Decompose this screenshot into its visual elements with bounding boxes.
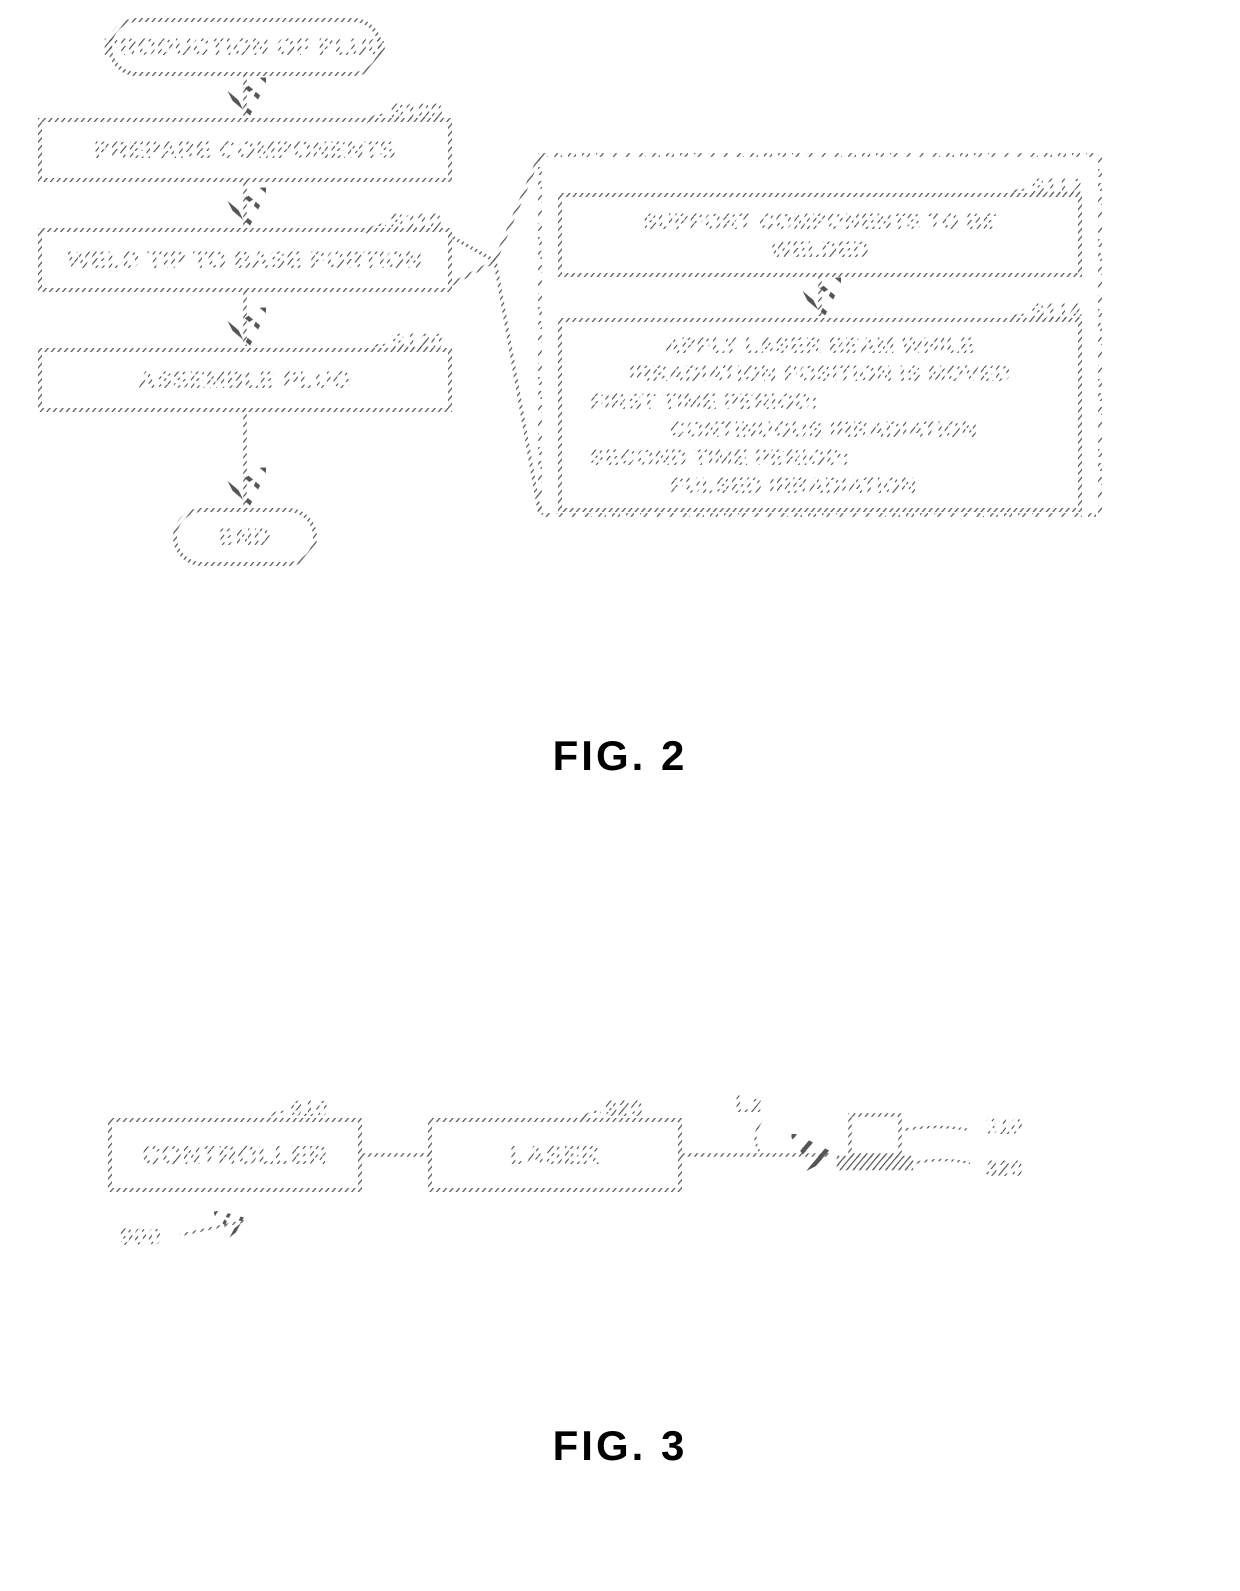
svg-text:APPLY LASER BEAM WHILE: APPLY LASER BEAM WHILE bbox=[665, 333, 975, 358]
svg-text:WELDED: WELDED bbox=[771, 237, 869, 262]
svg-text:IRRADIATION POSITION IS MOVED: IRRADIATION POSITION IS MOVED bbox=[629, 361, 1011, 386]
svg-text:S100: S100 bbox=[390, 99, 443, 124]
figure-3: CONTROLLER 910 LASER920 Lz 310 320 900 FIG. 3 bbox=[110, 1091, 1023, 1469]
svg-text:SUPPORT COMPONENTS TO BE: SUPPORT COMPONENTS TO BE bbox=[642, 209, 997, 234]
svg-text:S110: S110 bbox=[390, 209, 442, 234]
svg-text:Lz: Lz bbox=[735, 1091, 763, 1118]
svg-text:FIG. 2: FIG. 2 bbox=[553, 732, 688, 779]
svg-text:900: 900 bbox=[120, 1224, 162, 1251]
svg-text:PREPARE COMPONENTS: PREPARE COMPONENTS bbox=[94, 137, 396, 164]
svg-text:S112: S112 bbox=[1030, 174, 1082, 199]
svg-text:CONTINUOUS IRRADIATION: CONTINUOUS IRRADIATION bbox=[670, 417, 978, 442]
svg-text:PRODUCTION OF PLUG: PRODUCTION OF PLUG bbox=[103, 34, 387, 61]
svg-text:FIRST TIME PERIOD:: FIRST TIME PERIOD: bbox=[590, 389, 819, 414]
svg-text:WELD TIP TO BASE PORTION: WELD TIP TO BASE PORTION bbox=[67, 247, 422, 274]
svg-text:S114: S114 bbox=[1030, 299, 1082, 324]
svg-text:920: 920 bbox=[605, 1096, 643, 1121]
svg-text:FIG. 3: FIG. 3 bbox=[553, 1422, 688, 1469]
svg-text:LASER: LASER bbox=[510, 1140, 601, 1170]
figure-2: PRODUCTION OF PLUG PREPARE COMPONENTS S100… bbox=[40, 20, 1100, 779]
svg-text:S120: S120 bbox=[390, 329, 443, 354]
svg-text:310: 310 bbox=[985, 1114, 1023, 1139]
svg-text:END: END bbox=[219, 524, 271, 551]
svg-text:CONTROLLER: CONTROLLER bbox=[142, 1140, 328, 1170]
svg-text:SECOND TIME PERIOD:: SECOND TIME PERIOD: bbox=[590, 445, 850, 470]
svg-text:ASSEMBLE PLUG: ASSEMBLE PLUG bbox=[138, 367, 351, 394]
svg-text:PULSED IRRADIATION: PULSED IRRADIATION bbox=[670, 473, 917, 498]
svg-text:320: 320 bbox=[985, 1156, 1023, 1181]
svg-text:910: 910 bbox=[290, 1096, 328, 1121]
